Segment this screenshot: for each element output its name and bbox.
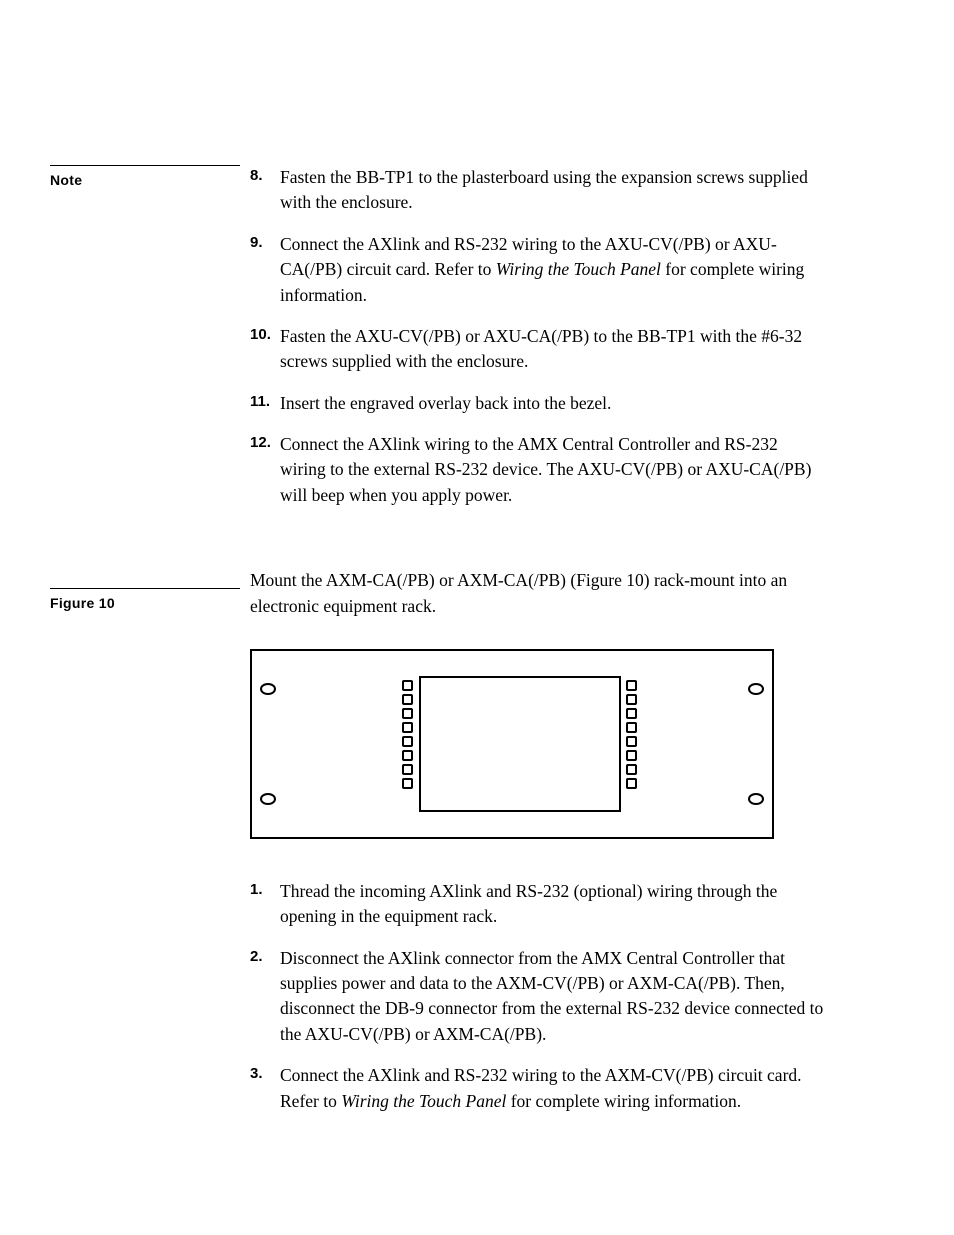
step-item: Thread the incoming AXlink and RS-232 (o… — [250, 879, 824, 930]
intro-paragraph: Mount the AXM-CA(/PB) or AXM-CA(/PB) (Fi… — [250, 568, 824, 619]
figure-10-svg — [250, 649, 774, 839]
steps-list-bottom: Thread the incoming AXlink and RS-232 (o… — [250, 879, 824, 1114]
steps-list-top: Fasten the BB-TP1 to the plasterboard us… — [250, 165, 824, 508]
note-label: Note — [50, 172, 240, 188]
step-item: Disconnect the AXlink connector from the… — [250, 946, 824, 1048]
step-item: Fasten the BB-TP1 to the plasterboard us… — [250, 165, 824, 216]
sidebar-rule — [50, 588, 240, 589]
figure-10 — [250, 649, 824, 839]
document-page: Note Figure 10 Fasten the BB-TP1 to the … — [0, 0, 954, 1235]
step-item: Insert the engraved overlay back into th… — [250, 391, 824, 416]
main-content: Fasten the BB-TP1 to the plasterboard us… — [250, 165, 824, 1114]
step-item: Connect the AXlink wiring to the AMX Cen… — [250, 432, 824, 508]
figure-sidebar: Figure 10 — [50, 588, 240, 611]
note-sidebar: Note — [50, 165, 240, 188]
step-item: Connect the AXlink and RS-232 wiring to … — [250, 1063, 824, 1114]
sidebar-rule — [50, 165, 240, 166]
step-item: Connect the AXlink and RS-232 wiring to … — [250, 232, 824, 308]
step-item: Fasten the AXU-CV(/PB) or AXU-CA(/PB) to… — [250, 324, 824, 375]
figure-label: Figure 10 — [50, 595, 240, 611]
